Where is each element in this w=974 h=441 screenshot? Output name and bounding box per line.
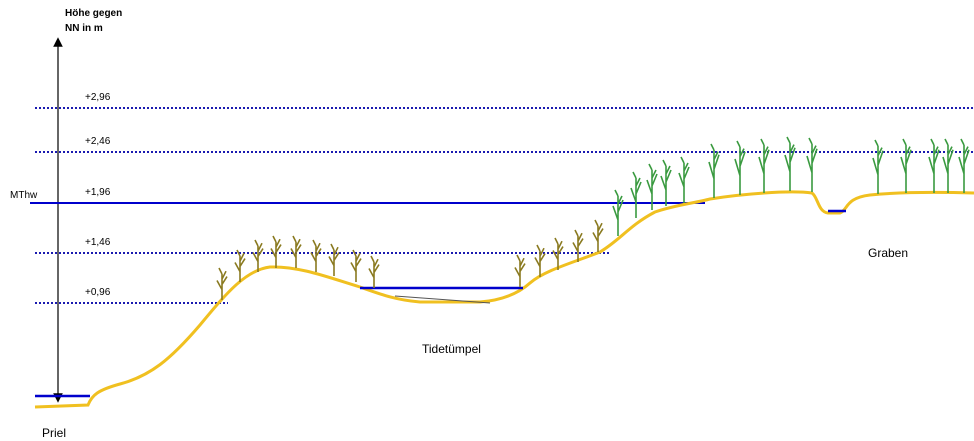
diagram: Höhe gegen NN in m +2,96 +2,46 +1,96 MTh… <box>0 0 974 441</box>
axis-title: NN in m <box>65 23 103 34</box>
vegetation <box>217 137 969 300</box>
ground-profile <box>35 192 974 407</box>
plant <box>943 139 953 193</box>
plant <box>785 137 795 191</box>
plant <box>253 240 263 272</box>
plant <box>679 157 689 203</box>
plant <box>709 144 719 198</box>
level-name: MThw <box>10 190 38 201</box>
axis-title: Höhe gegen <box>65 8 122 19</box>
plant <box>593 220 603 252</box>
plant <box>901 139 911 193</box>
feature-label: Tidetümpel <box>422 342 481 356</box>
plant <box>613 190 623 236</box>
plant <box>329 244 339 276</box>
level-label: +0,96 <box>85 287 111 298</box>
level-label: +1,96 <box>85 187 111 198</box>
plant <box>807 138 817 192</box>
plant <box>735 141 745 195</box>
plant <box>351 250 361 282</box>
level-lines <box>30 108 974 303</box>
level-label: +2,46 <box>85 136 111 147</box>
plant <box>759 139 769 193</box>
plant <box>515 255 525 287</box>
level-label: +2,96 <box>85 92 111 103</box>
plant <box>929 139 939 193</box>
plant <box>959 139 969 193</box>
plant <box>873 140 883 194</box>
feature-label: Graben <box>868 246 908 260</box>
plant <box>311 240 321 272</box>
plant <box>631 172 641 218</box>
level-label: +1,46 <box>85 237 111 248</box>
feature-label: Priel <box>42 426 66 440</box>
plant <box>573 230 583 262</box>
plant <box>535 245 545 277</box>
plant <box>369 256 379 288</box>
plant <box>661 160 671 206</box>
